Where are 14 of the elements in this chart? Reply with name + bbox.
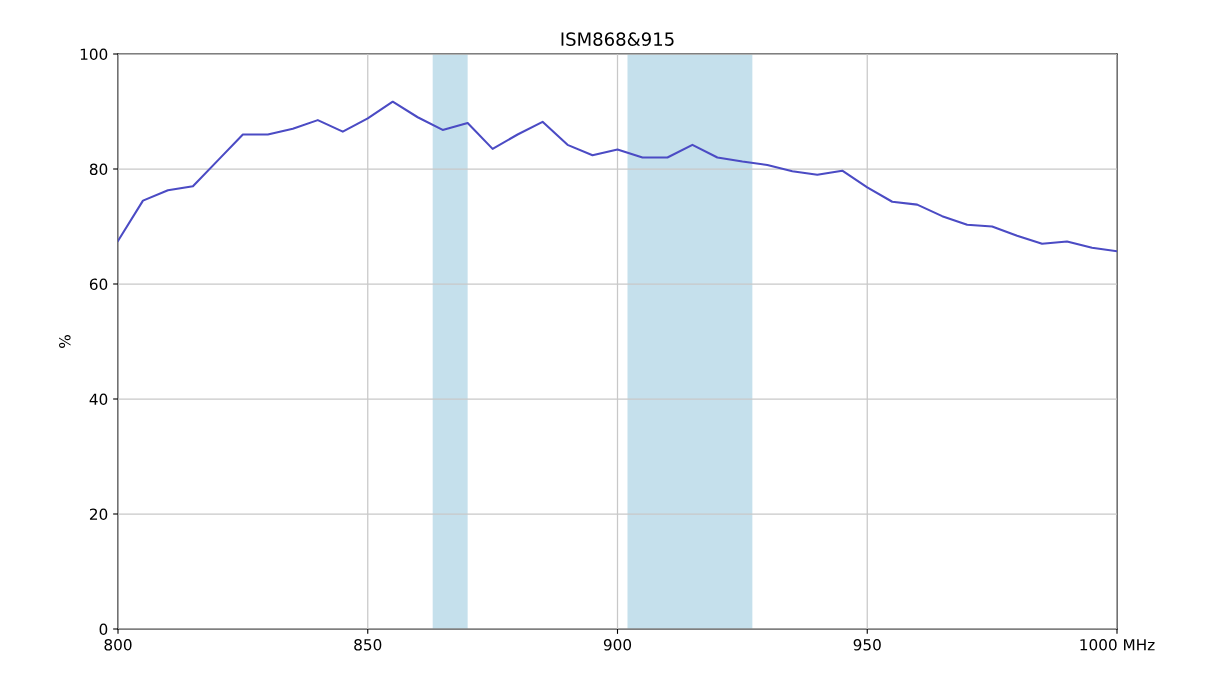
x-tick-label: 1000 MHz	[1080, 638, 1155, 651]
x-tick-label: 950	[853, 638, 881, 651]
x-tick-label: 800	[104, 638, 132, 651]
x-tick-label: 900	[603, 638, 632, 651]
chart-title: ISM868&915	[561, 32, 674, 46]
y-tick-label: 40	[89, 393, 108, 406]
y-tick-label: 0	[99, 623, 108, 636]
x-tick-label: 850	[354, 638, 382, 651]
y-tick-label: 100	[80, 48, 108, 61]
y-tick-label: 80	[89, 163, 108, 176]
line-series	[118, 100, 1117, 253]
y-tick-label: 60	[89, 278, 108, 291]
y-axis-title: %	[59, 335, 71, 348]
y-tick-label: 20	[89, 508, 108, 521]
